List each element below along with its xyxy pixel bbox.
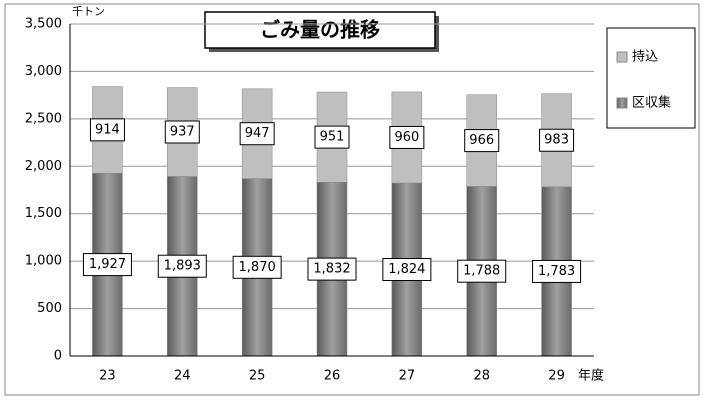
data-label: 960 xyxy=(394,130,419,145)
x-label: 年度 xyxy=(578,368,604,384)
x-tick-label: 23 xyxy=(99,369,116,384)
y-tick-label: 1,000 xyxy=(25,254,62,269)
data-label: 947 xyxy=(245,126,270,141)
data-label-box xyxy=(382,257,432,281)
title-box xyxy=(204,11,436,49)
data-label: 1,788 xyxy=(463,264,500,279)
legend-label: 持込 xyxy=(632,50,658,65)
x-tick-label: 28 xyxy=(473,369,490,384)
data-label: 914 xyxy=(95,122,120,137)
legend xyxy=(606,27,696,129)
y-tick-label: 2,000 xyxy=(25,159,62,174)
y-unit: 千トン xyxy=(72,5,105,18)
legend-swatch xyxy=(616,97,628,109)
x-tick-label: 29 xyxy=(548,369,565,384)
data-label-box xyxy=(539,128,575,152)
data-label: 1,893 xyxy=(164,259,201,274)
data-label: 1,870 xyxy=(239,260,276,275)
data-label-box xyxy=(307,257,357,281)
legend-label: 区収集 xyxy=(632,95,671,111)
data-label: 1,824 xyxy=(388,262,425,277)
data-label: 983 xyxy=(544,133,569,148)
y-tick-label: 3,000 xyxy=(25,64,62,79)
data-label-box xyxy=(464,129,500,153)
legend-swatch xyxy=(616,51,628,63)
data-label: 937 xyxy=(170,124,195,139)
x-tick-label: 27 xyxy=(399,369,416,384)
y-tick-label: 1,500 xyxy=(25,206,62,221)
x-tick-label: 25 xyxy=(249,369,266,384)
chart-title: ごみ量の推移 xyxy=(260,18,380,42)
data-label-box xyxy=(389,125,425,149)
data-label: 951 xyxy=(320,130,345,145)
data-label-box xyxy=(532,259,582,283)
data-label: 1,927 xyxy=(89,257,126,272)
y-tick-label: 2,500 xyxy=(25,111,62,126)
y-tick-label: 3,500 xyxy=(25,17,62,32)
data-label: 1,783 xyxy=(538,264,575,279)
data-label-box xyxy=(232,255,282,279)
data-label-box xyxy=(314,125,350,149)
data-label-box xyxy=(239,122,275,146)
data-label-box xyxy=(82,253,132,277)
x-tick-label: 24 xyxy=(174,369,191,384)
data-label-box xyxy=(457,259,507,283)
y-tick-label: 0 xyxy=(54,349,62,364)
y-tick-label: 500 xyxy=(37,301,62,316)
data-label: 1,832 xyxy=(313,262,350,277)
data-label-box xyxy=(89,118,125,142)
data-label-box xyxy=(164,120,200,144)
x-tick-label: 26 xyxy=(324,369,341,384)
data-label: 966 xyxy=(469,133,494,148)
data-label-box xyxy=(157,254,207,278)
